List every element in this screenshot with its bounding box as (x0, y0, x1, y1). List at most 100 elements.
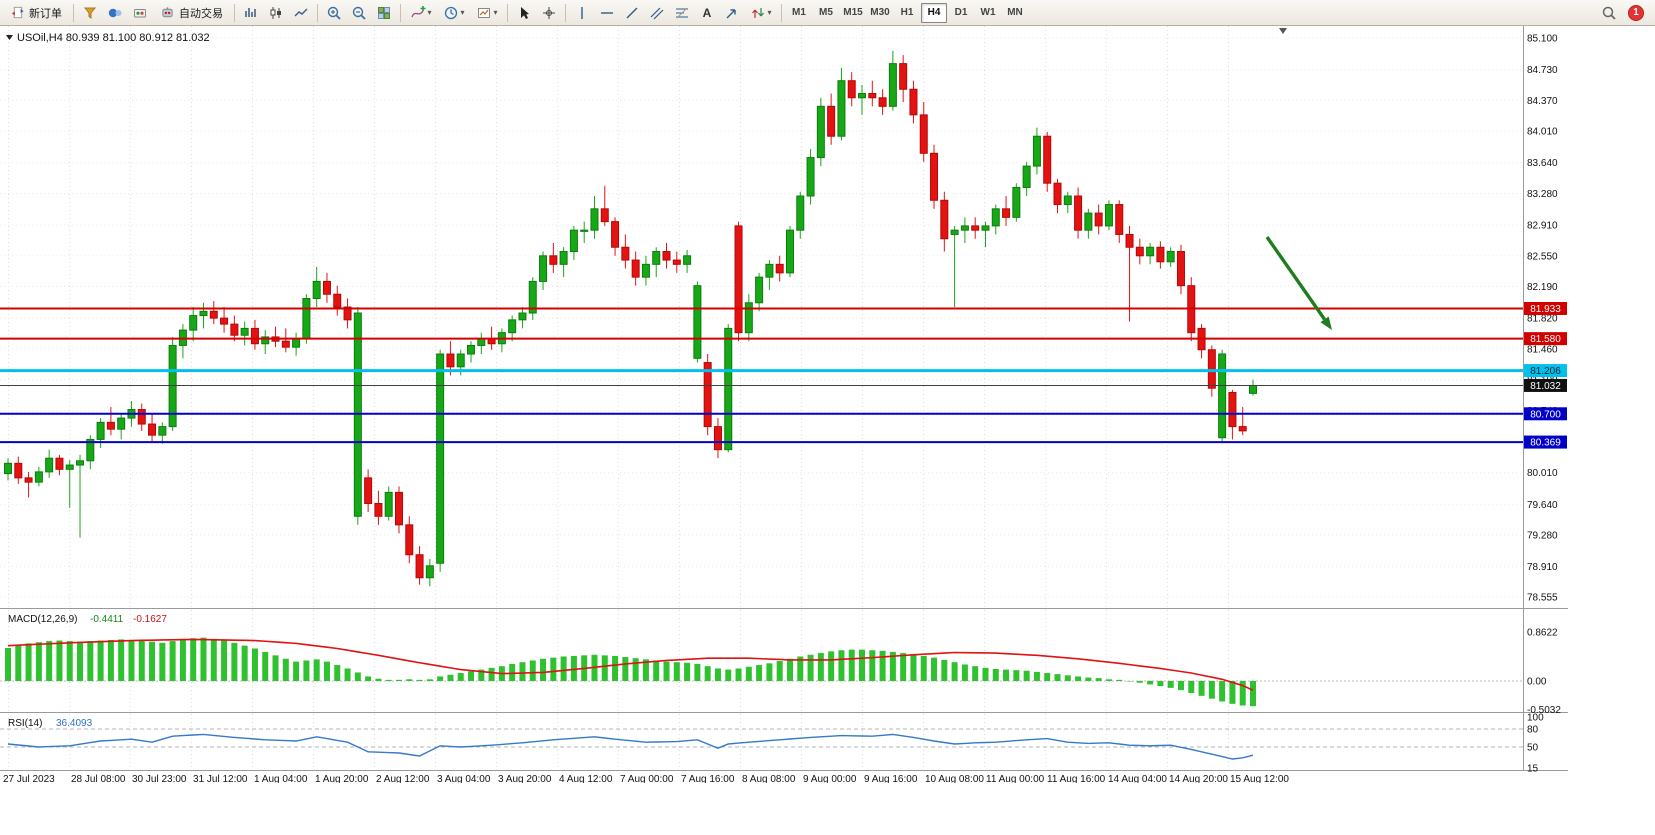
zoom-out-button[interactable] (347, 2, 371, 24)
candlestick-chart-button[interactable] (264, 2, 288, 24)
periods-button[interactable]: ▾ (438, 2, 470, 24)
time-scale[interactable]: 27 Jul 2023 28 Jul 08:00 30 Jul 23:00 31 Ju… (3, 774, 1289, 783)
auto-trading-button[interactable]: 自动交易 (153, 2, 230, 24)
svg-text:80.010: 80.010 (1527, 468, 1558, 479)
shapes-tool-button[interactable]: ▾ (745, 2, 777, 24)
toolbar-separator (317, 3, 318, 22)
bar-chart-icon (245, 7, 256, 17)
search-button[interactable] (1597, 2, 1621, 24)
svg-text:30 Jul 23:00: 30 Jul 23:00 (132, 774, 187, 783)
text-tool-icon: A (702, 5, 712, 20)
svg-text:4 Aug 12:00: 4 Aug 12:00 (559, 774, 613, 783)
horizontal-line-tool-button[interactable] (595, 2, 619, 24)
svg-text:80: 80 (1527, 725, 1539, 736)
arrow-tool-button[interactable] (720, 2, 744, 24)
indicators-button[interactable]: ▾ (405, 2, 437, 24)
svg-text:28 Jul 08:00: 28 Jul 08:00 (71, 774, 126, 783)
toolbar-separator (565, 3, 566, 22)
timeframe-m1-button[interactable]: M1 (792, 7, 806, 18)
terminal-button[interactable] (128, 2, 152, 24)
vertical-line-tool-button[interactable] (570, 2, 594, 24)
price-scale[interactable]: 85.100 84.730 84.370 84.010 83.640 83.280 82.9… (1527, 34, 1558, 604)
fibonacci-tool-button[interactable] (670, 2, 694, 24)
crosshair-icon (543, 6, 555, 19)
toolbar-separator (781, 3, 782, 22)
timeframe-h1-button[interactable]: H1 (900, 7, 914, 18)
chart-canvas[interactable]: 85.100 84.730 84.370 84.010 83.640 83.280 82.9… (0, 26, 1568, 783)
symbol-ohlc-text: USOil,H4 80.939 81.100 80.912 81.032 (17, 32, 210, 44)
market-watch-button[interactable] (78, 2, 102, 24)
svg-text:81.580: 81.580 (1530, 334, 1561, 345)
new-order-label: 新订单 (29, 7, 62, 20)
price-tag (1524, 301, 1567, 315)
text-tool-button[interactable]: A (695, 2, 719, 24)
chevron-down-icon[interactable]: ▾ (493, 7, 498, 17)
svg-text:31 Jul 12:00: 31 Jul 12:00 (193, 774, 248, 783)
toolbar: 新订单 自动交易 (0, 0, 1655, 26)
clock-icon (445, 6, 458, 19)
crosshair-button[interactable] (537, 2, 561, 24)
timeframe-m30-button[interactable]: M30 (870, 7, 890, 18)
svg-text:80.700: 80.700 (1530, 409, 1561, 420)
search-icon (1602, 6, 1616, 20)
rsi-label: RSI(14) (8, 718, 42, 729)
chart-shift-marker[interactable] (1279, 28, 1287, 34)
bar-chart-button[interactable] (239, 2, 263, 24)
svg-text:0.8622: 0.8622 (1527, 627, 1558, 638)
chevron-down-icon[interactable]: ▾ (767, 7, 772, 17)
timeframe-w1-button[interactable]: W1 (980, 7, 996, 18)
chevron-down-icon[interactable]: ▾ (460, 7, 465, 17)
svg-text:79.640: 79.640 (1527, 500, 1558, 511)
svg-text:1 Aug 04:00: 1 Aug 04:00 (254, 774, 308, 783)
svg-text:8 Aug 08:00: 8 Aug 08:00 (742, 774, 796, 783)
tile-windows-button[interactable] (372, 2, 396, 24)
svg-text:81.820: 81.820 (1527, 314, 1558, 325)
zoom-in-button[interactable] (322, 2, 346, 24)
trend-arrow-object[interactable] (1265, 236, 1332, 330)
line-chart-icon (294, 7, 308, 17)
tile-windows-icon (378, 6, 390, 19)
price-tag (1524, 332, 1567, 346)
svg-text:81.933: 81.933 (1530, 304, 1561, 315)
navigator-icon (108, 8, 122, 17)
svg-text:81.460: 81.460 (1527, 344, 1558, 355)
timeframe-d1-button[interactable]: D1 (954, 7, 968, 18)
timeframe-h4-button[interactable]: H4 (921, 2, 947, 23)
horizontal-line-icon (601, 11, 613, 14)
price-levels[interactable]: 81.933 81.580 81.206 81.032 80.700 80.369 (0, 301, 1567, 449)
terminal-icon (134, 8, 146, 17)
channel-tool-button[interactable] (645, 2, 669, 24)
toolbar-separator (400, 3, 401, 22)
line-chart-button[interactable] (289, 2, 313, 24)
toolbar-separator (507, 3, 508, 22)
timeframe-m15-button[interactable]: M15 (843, 7, 863, 18)
pane-separators[interactable] (0, 26, 1568, 771)
notification-badge[interactable]: 1 (1628, 4, 1644, 21)
up-down-arrows-icon (752, 7, 765, 18)
navigator-button[interactable] (103, 2, 127, 24)
macd-pane (0, 637, 1523, 707)
svg-text:3 Aug 20:00: 3 Aug 20:00 (498, 774, 552, 783)
svg-text:84.010: 84.010 (1527, 127, 1558, 138)
svg-text:81.206: 81.206 (1530, 366, 1561, 377)
macd-label: MACD(12,26,9) (8, 614, 77, 625)
svg-text:83.280: 83.280 (1527, 189, 1558, 200)
timeframe-mn-button[interactable]: MN (1007, 7, 1023, 18)
templates-icon (478, 7, 491, 18)
svg-text:82.190: 82.190 (1527, 282, 1558, 293)
cursor-button[interactable] (512, 2, 536, 24)
svg-text:10 Aug 08:00: 10 Aug 08:00 (925, 774, 984, 783)
svg-text:84.370: 84.370 (1527, 96, 1558, 107)
templates-button[interactable]: ▾ (471, 2, 503, 24)
timeframe-m5-button[interactable]: M5 (819, 7, 833, 18)
svg-text:11 Aug 16:00: 11 Aug 16:00 (1047, 774, 1106, 783)
indicators-icon (411, 5, 426, 17)
svg-text:1 Aug 20:00: 1 Aug 20:00 (315, 774, 369, 783)
zoom-in-icon (327, 6, 341, 20)
fibonacci-icon (676, 7, 688, 18)
new-order-button[interactable]: 新订单 (3, 2, 69, 24)
svg-text:80.369: 80.369 (1530, 438, 1561, 449)
trendline-tool-button[interactable] (620, 2, 644, 24)
chevron-down-icon[interactable]: ▾ (427, 7, 432, 17)
